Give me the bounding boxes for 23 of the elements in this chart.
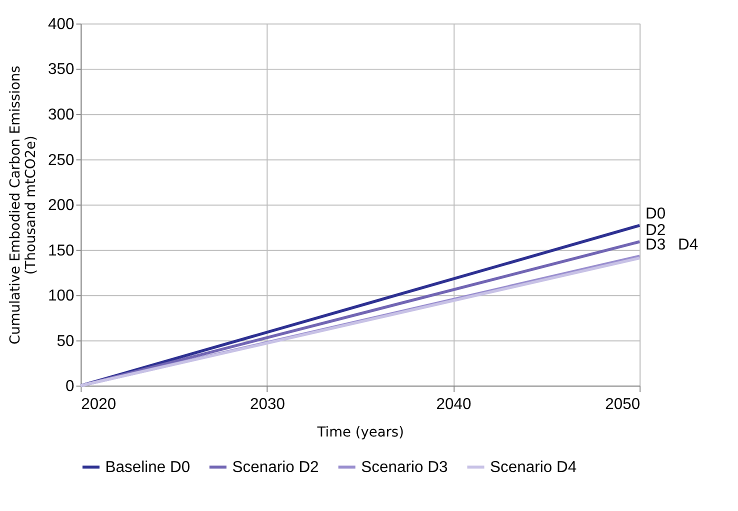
x-tick-label: 2030 xyxy=(250,396,286,413)
x-axis-title: Time (years) xyxy=(316,424,404,440)
text: D0 xyxy=(646,206,666,223)
y-tick-label: 250 xyxy=(48,152,75,169)
legend-label: Scenario D3 xyxy=(361,459,448,476)
x-tick-label: 2050 xyxy=(605,396,640,413)
y-tick-label: 350 xyxy=(48,61,75,78)
legend-label: Scenario D2 xyxy=(232,459,319,476)
y-tick-label: 400 xyxy=(48,16,75,33)
y-tick-label: 300 xyxy=(48,106,75,124)
y-tick-label: 200 xyxy=(48,197,75,214)
y-axis-title: Cumulative Embodied Carbon Emissions (Thousand mtCO2e) xyxy=(7,66,40,344)
x-tick-label: 2020 xyxy=(81,396,116,413)
text: D2 xyxy=(646,222,666,239)
x-tick-label: 2040 xyxy=(436,396,472,413)
y-tick-label: 0 xyxy=(66,378,75,396)
legend-label: Baseline D0 xyxy=(105,459,190,476)
y-tick-label: 100 xyxy=(48,288,75,305)
text: D4 xyxy=(678,236,698,254)
text: D3 xyxy=(646,236,666,254)
y-tick-label: 150 xyxy=(48,242,75,260)
y-tick-label: 50 xyxy=(56,332,75,350)
legend-label: Scenario D4 xyxy=(490,459,577,476)
